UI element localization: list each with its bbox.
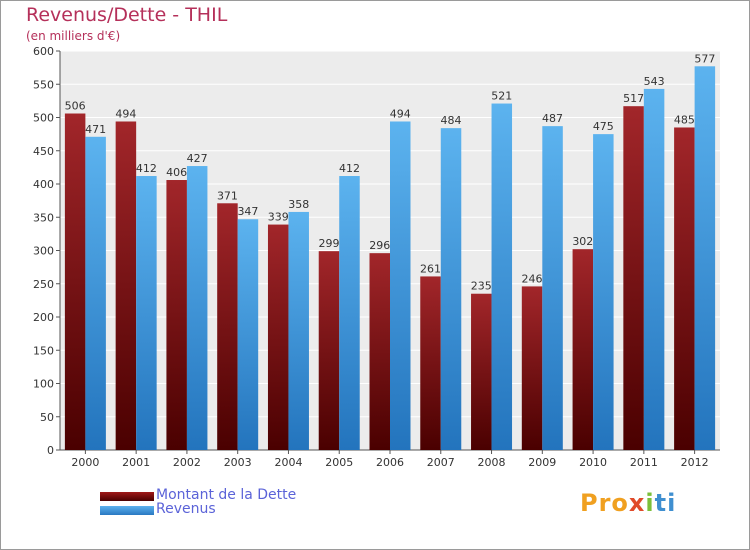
y-tick-label: 150 (33, 344, 54, 357)
data-label-dette: 494 (115, 107, 136, 120)
bar-revenus (85, 136, 106, 450)
bar-revenus (186, 166, 208, 451)
bar-revenus (339, 176, 360, 450)
bar-dette (369, 253, 390, 450)
bar-revenus (440, 128, 462, 450)
data-label-dette: 517 (623, 92, 644, 105)
x-tick-label: 2008 (478, 456, 506, 469)
logo-part-2: x (628, 489, 646, 517)
bar-dette (318, 251, 340, 450)
bar-dette (471, 293, 492, 450)
x-tick-label: 2009 (528, 456, 556, 469)
data-label-revenus: 347 (237, 205, 258, 218)
y-tick-label: 200 (33, 311, 54, 324)
data-label-dette: 299 (318, 237, 339, 250)
data-label-dette: 296 (369, 239, 390, 252)
bar-revenus (237, 219, 259, 450)
bar-dette (521, 286, 543, 450)
y-tick-label: 600 (33, 45, 54, 58)
data-label-revenus: 471 (85, 123, 106, 136)
data-label-revenus: 484 (441, 114, 462, 127)
data-label-revenus: 487 (542, 112, 563, 125)
y-tick-label: 0 (47, 444, 54, 457)
x-tick-label: 2007 (427, 456, 455, 469)
data-label-dette: 302 (572, 235, 593, 248)
bar-dette (623, 106, 644, 450)
bar-dette (420, 276, 441, 450)
data-label-revenus: 475 (593, 120, 614, 133)
bar-revenus (593, 134, 614, 450)
x-tick-label: 2002 (173, 456, 201, 469)
data-label-revenus: 358 (288, 198, 309, 211)
y-tick-label: 300 (33, 245, 54, 258)
legend-swatch-revenus (100, 506, 154, 515)
data-label-revenus: 494 (390, 107, 411, 120)
data-label-revenus: 412 (136, 162, 157, 175)
data-label-dette: 506 (65, 100, 86, 113)
bar-revenus (491, 103, 513, 450)
data-label-revenus: 521 (491, 90, 512, 103)
bar-dette (166, 180, 187, 450)
x-tick-label: 2006 (376, 456, 404, 469)
bar-revenus (288, 211, 309, 450)
bar-dette (115, 121, 137, 451)
y-tick-label: 250 (33, 278, 54, 291)
legend-swatch-dette (100, 492, 154, 501)
x-tick-label: 2001 (122, 456, 150, 469)
bar-dette (674, 127, 695, 450)
x-tick-label: 2004 (274, 456, 302, 469)
data-label-dette: 246 (522, 272, 543, 285)
y-tick-label: 400 (33, 178, 54, 191)
logo-part-1: Pro (580, 489, 629, 517)
data-label-revenus: 427 (187, 152, 208, 165)
x-tick-label: 2000 (71, 456, 99, 469)
x-tick-label: 2010 (579, 456, 607, 469)
x-tick-label: 2003 (224, 456, 252, 469)
proxiti-logo: Proxiti (580, 489, 676, 517)
data-label-revenus: 577 (694, 52, 715, 65)
bar-dette (217, 203, 238, 450)
y-tick-label: 350 (33, 211, 54, 224)
data-label-dette: 406 (166, 166, 187, 179)
data-label-dette: 339 (268, 211, 289, 224)
legend-label-revenus: Revenus (156, 501, 216, 517)
data-label-revenus: 543 (644, 75, 665, 88)
y-tick-label: 100 (33, 378, 54, 391)
chart-subtitle: (en milliers d'€) (26, 29, 121, 43)
bar-revenus (136, 176, 157, 450)
logo-part-4: ti (654, 489, 677, 517)
logo-part-3: i (645, 489, 655, 517)
x-tick-label: 2005 (325, 456, 353, 469)
bar-revenus (643, 88, 665, 450)
bar-dette (267, 224, 289, 450)
bar-dette (572, 249, 594, 450)
data-label-dette: 371 (217, 189, 238, 202)
legend-label-dette: Montant de la Dette (156, 487, 297, 503)
y-tick-label: 550 (33, 78, 54, 91)
x-tick-label: 2011 (630, 456, 658, 469)
y-tick-label: 50 (40, 411, 54, 424)
chart-title: Revenus/Dette - THIL (26, 4, 228, 26)
bar-dette (64, 113, 86, 450)
data-label-revenus: 412 (339, 162, 360, 175)
y-tick-label: 500 (33, 112, 54, 125)
x-tick-label: 2012 (681, 456, 709, 469)
data-label-dette: 485 (674, 113, 695, 126)
bar-revenus (694, 66, 716, 451)
data-label-dette: 261 (420, 262, 441, 275)
bar-revenus (390, 121, 411, 451)
y-tick-label: 450 (33, 145, 54, 158)
bar-revenus (542, 126, 563, 451)
data-label-dette: 235 (471, 280, 492, 293)
